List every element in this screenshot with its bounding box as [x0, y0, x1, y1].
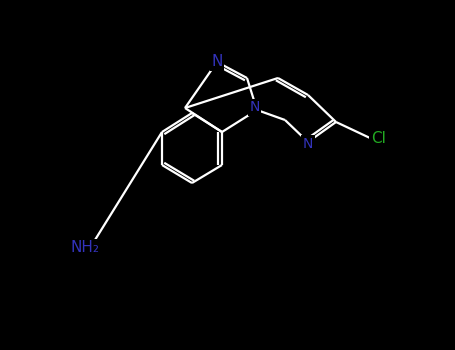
Text: N: N	[211, 55, 222, 70]
Text: Cl: Cl	[371, 131, 386, 146]
Text: NH₂: NH₂	[71, 240, 100, 256]
Text: N: N	[249, 100, 260, 114]
Text: N: N	[303, 137, 313, 151]
